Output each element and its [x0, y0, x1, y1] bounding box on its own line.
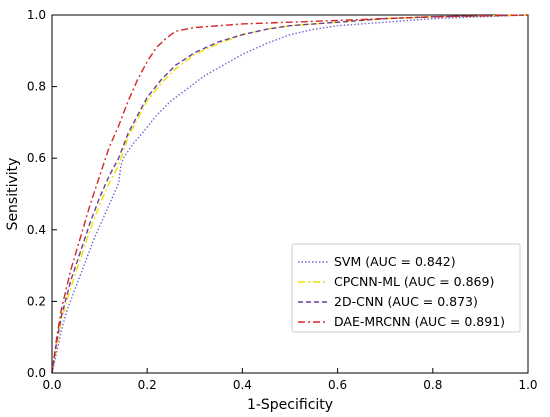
- x-tick-label: 0.8: [423, 378, 442, 392]
- y-tick-label: 1.0: [27, 8, 46, 22]
- x-axis-ticks: 0.0 0.2 0.4 0.6 0.8 1.0: [42, 368, 538, 392]
- legend-items: SVM (AUC = 0.842) CPCNN-ML (AUC = 0.869) 2…: [298, 254, 505, 329]
- legend-box: [291, 243, 521, 333]
- series-layer: [51, 14, 529, 374]
- x-axis-label: 1-Specificity: [247, 397, 333, 413]
- legend-label: DAE-MRCNN (AUC = 0.891): [334, 314, 505, 329]
- x-tick-label: 0.2: [138, 378, 157, 392]
- series-line-1: [51, 14, 529, 374]
- x-tick-label: 0.4: [233, 378, 252, 392]
- y-tick-label: 0.0: [27, 366, 46, 380]
- y-tick-label: 0.2: [27, 294, 46, 308]
- y-axis-label: Sensitivity: [5, 158, 21, 231]
- series-line-3: [51, 14, 529, 374]
- x-tick-label: 0.0: [42, 378, 61, 392]
- series-line-2: [51, 14, 529, 374]
- series-line-4: [51, 14, 529, 374]
- y-tick-label: 0.8: [27, 80, 46, 94]
- legend-label: CPCNN-ML (AUC = 0.869): [334, 274, 494, 289]
- y-axis-ticks: 0.0 0.2 0.4 0.6 0.8 1.0: [27, 8, 57, 380]
- legend-label: SVM (AUC = 0.842): [334, 254, 456, 269]
- x-tick-label: 0.6: [328, 378, 347, 392]
- legend: SVM (AUC = 0.842) CPCNN-ML (AUC = 0.869) 2…: [291, 243, 521, 333]
- y-tick-label: 0.6: [27, 151, 46, 165]
- legend-label: 2D-CNN (AUC = 0.873): [334, 294, 478, 309]
- y-tick-label: 0.4: [27, 223, 46, 237]
- x-tick-label: 1.0: [518, 378, 537, 392]
